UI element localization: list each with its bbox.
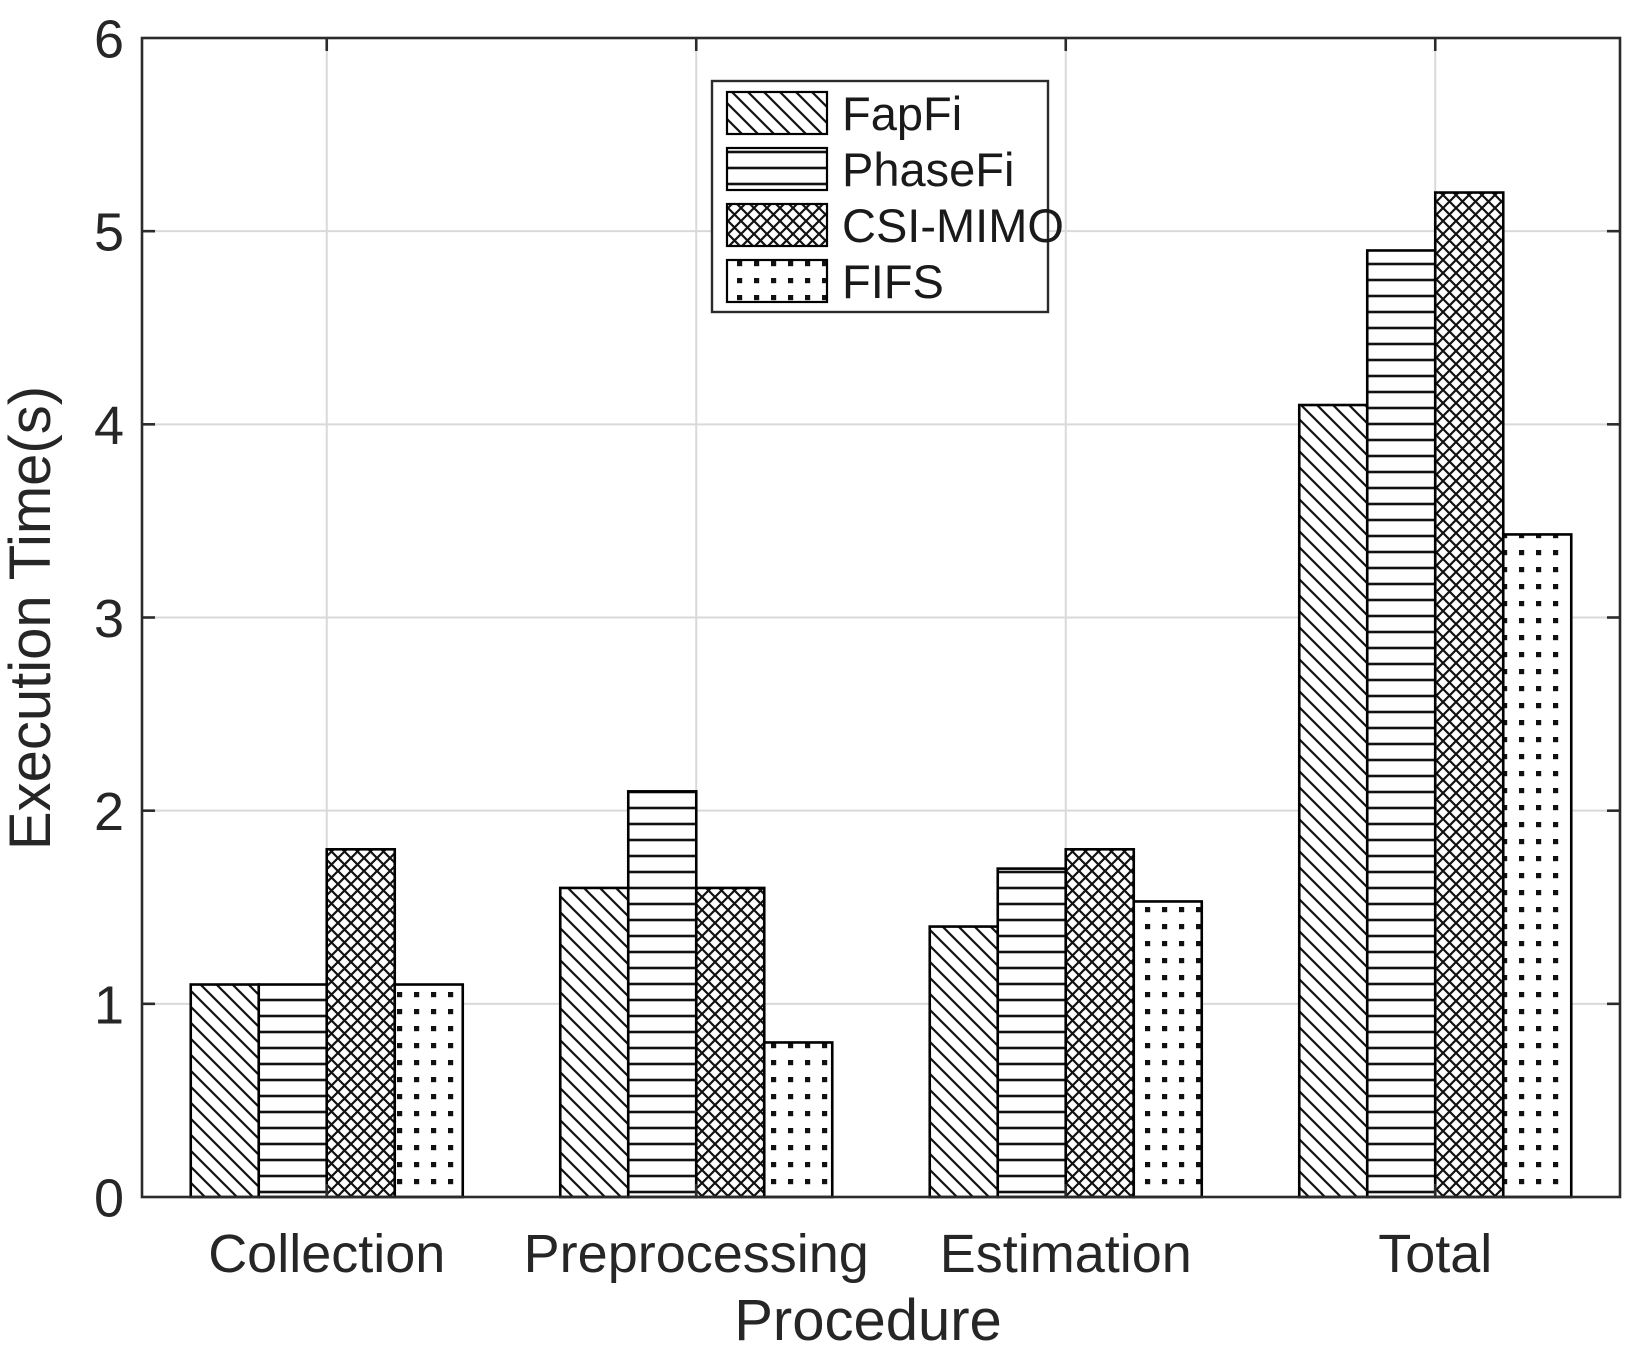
bar-CSI-MIMO-Estimation xyxy=(1064,847,1136,1199)
y-tick-label-1: 1 xyxy=(94,975,124,1035)
y-tick-label-5: 5 xyxy=(94,203,124,263)
bar-PhaseFi-Collection xyxy=(257,983,329,1199)
legend-entry-PhaseFi: PhaseFi xyxy=(842,143,1014,196)
legend-swatch-CSI-MIMO xyxy=(725,202,829,248)
x-tick-label-Preprocessing: Preprocessing xyxy=(524,1224,869,1284)
bar-FapFi-Total xyxy=(1297,403,1369,1199)
bar-FIFS-Estimation xyxy=(1132,900,1204,1199)
bar-PhaseFi-Estimation xyxy=(996,867,1068,1199)
x-tick-label-Estimation: Estimation xyxy=(940,1224,1192,1284)
tick-labels: 0 1 2 3 4 5 6 Collection Preprocessing Estimation… xyxy=(94,9,1492,1284)
y-tick-label-6: 6 xyxy=(94,9,124,69)
legend-swatch-PhaseFi xyxy=(725,146,829,192)
bar-FapFi-Estimation xyxy=(928,925,1000,1199)
x-tick-label-Total: Total xyxy=(1378,1224,1492,1284)
y-tick-label-2: 2 xyxy=(94,782,124,842)
bars xyxy=(189,191,1573,1199)
legend-entry-FIFS: FIFS xyxy=(842,255,944,308)
legend-entry-FapFi: FapFi xyxy=(842,87,962,140)
y-tick-label-4: 4 xyxy=(94,396,124,456)
legend-swatch-FIFS xyxy=(725,258,829,304)
axis-ticks xyxy=(142,38,1620,1197)
x-axis-label: Procedure xyxy=(734,1288,1002,1353)
bar-FapFi-Preprocessing xyxy=(558,886,630,1199)
bar-CSI-MIMO-Total xyxy=(1433,191,1505,1199)
bar-FIFS-Total xyxy=(1501,533,1573,1199)
bar-PhaseFi-Total xyxy=(1365,249,1437,1199)
bar-FIFS-Collection xyxy=(393,983,465,1199)
y-axis-label: Execution Time(s) xyxy=(0,386,63,850)
legend-swatch-FapFi xyxy=(725,90,829,136)
bar-CSI-MIMO-Collection xyxy=(325,847,397,1199)
bar-FapFi-Collection xyxy=(189,983,261,1199)
bar-FIFS-Preprocessing xyxy=(762,1041,834,1199)
x-tick-label-Collection: Collection xyxy=(208,1224,445,1284)
legend-entry-CSI-MIMO: CSI-MIMO xyxy=(842,199,1064,252)
y-tick-label-0: 0 xyxy=(94,1168,124,1228)
y-tick-label-3: 3 xyxy=(94,589,124,649)
bar-PhaseFi-Preprocessing xyxy=(626,790,698,1199)
bar-CSI-MIMO-Preprocessing xyxy=(694,886,766,1199)
